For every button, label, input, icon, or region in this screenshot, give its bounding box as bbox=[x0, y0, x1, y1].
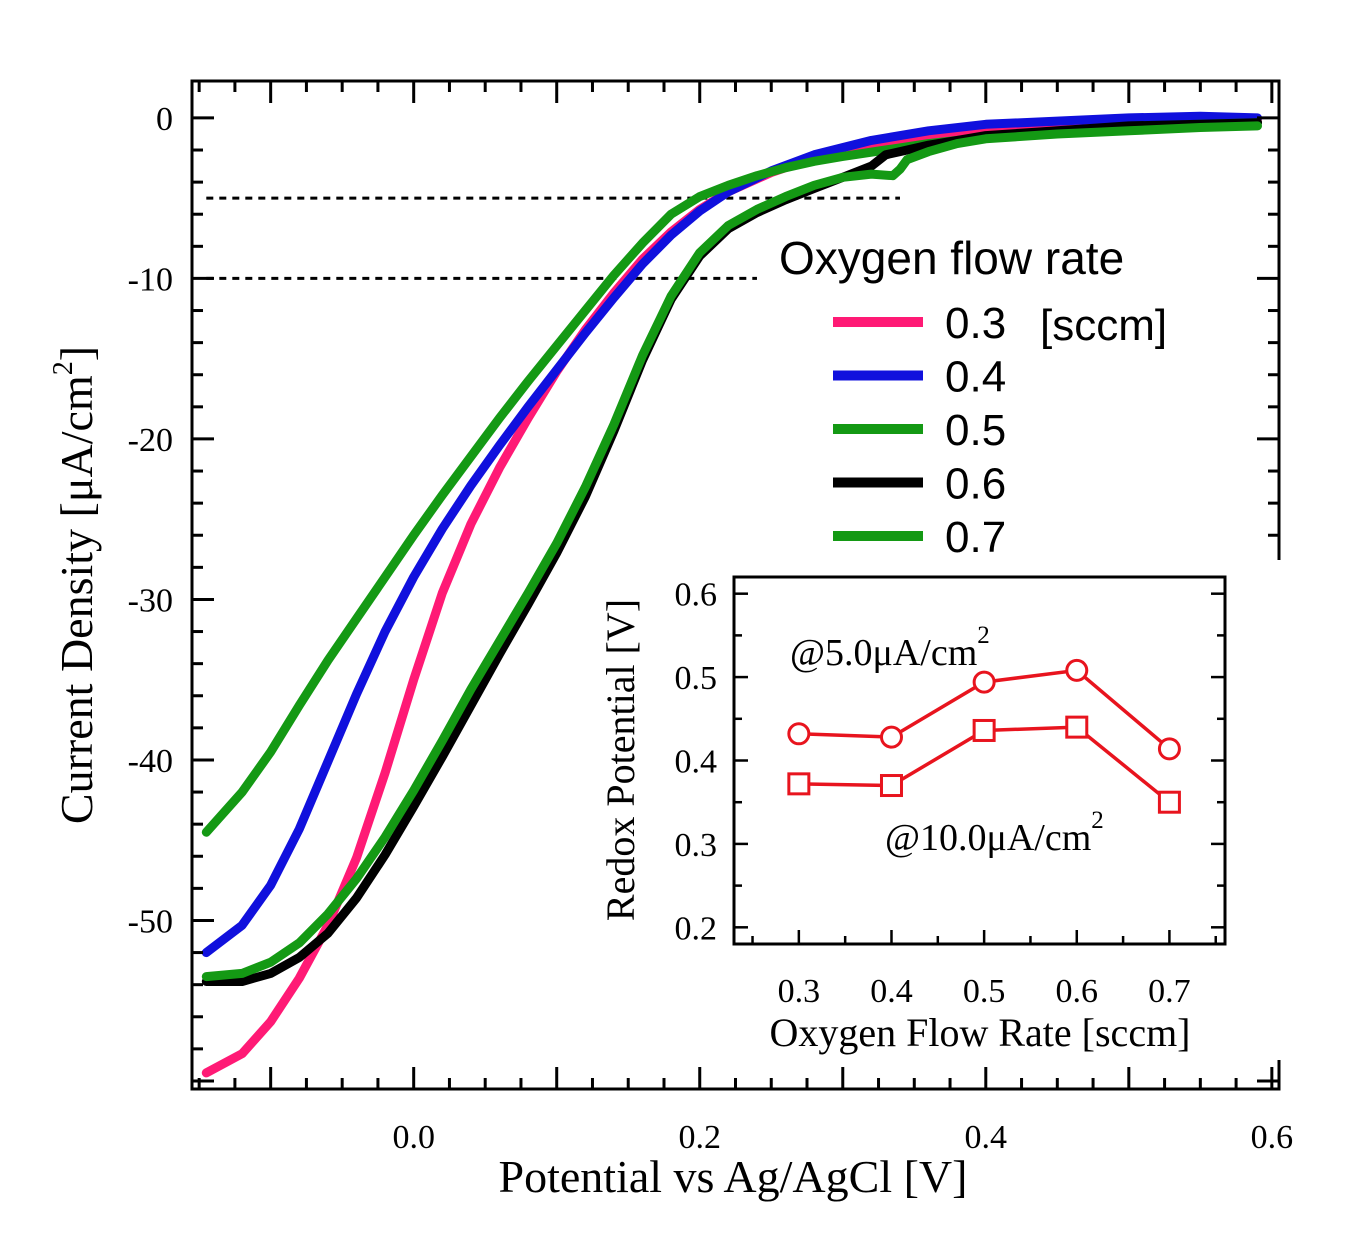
main-tick-labels: 0.0 0.2 0.4 0.6 0 -10 -20 -30 -40 -50 bbox=[128, 101, 1293, 1156]
y-tick-label: -40 bbox=[128, 743, 173, 780]
x-tick-label: 0.4 bbox=[965, 1119, 1008, 1156]
main-y-axis-label-close: ] bbox=[51, 346, 102, 361]
inset-y-axis-label-group: Redox Potential [V] bbox=[598, 599, 643, 921]
legend-title-background bbox=[770, 226, 1248, 284]
inset-annotation-10ua-superscript: 2 bbox=[1091, 807, 1104, 834]
inset-marker-square bbox=[879, 774, 903, 798]
legend: Oxygen flow rate 0.3 0.40.5 0.60.7 [sccm] bbox=[770, 226, 1248, 562]
x-tick-label: 0.0 bbox=[392, 1119, 435, 1156]
legend-unit: [sccm] bbox=[1040, 301, 1167, 350]
inset-tick-marks bbox=[734, 592, 1225, 944]
main-y-axis-label-superscript: 2 bbox=[48, 361, 79, 375]
inset-y-tick-label: 0.3 bbox=[675, 827, 718, 864]
inset-marker-square bbox=[787, 772, 811, 796]
inset-marker-square bbox=[1157, 790, 1181, 814]
inset-x-tick-label: 0.4 bbox=[870, 973, 913, 1010]
legend-label-0.5: 0.5 bbox=[945, 406, 1006, 455]
series-line-0.7 bbox=[201, 121, 1262, 982]
y-tick-label: 0 bbox=[156, 101, 173, 138]
inset-x-tick-label: 0.7 bbox=[1148, 973, 1191, 1010]
inset-marker-square bbox=[972, 718, 996, 742]
legend-label-0.4: 0.4 bbox=[945, 353, 1006, 402]
main-y-axis-label: Current Density [μA/cm2] bbox=[48, 346, 102, 824]
inset-y-tick-label: 0.5 bbox=[675, 660, 718, 697]
y-tick-label: -20 bbox=[128, 422, 173, 459]
legend-label-0.3: 0.3 bbox=[945, 299, 1006, 348]
inset-annotation-5ua: @5.0μA/cm2 bbox=[790, 622, 990, 674]
y-tick-label: -10 bbox=[128, 261, 173, 298]
main-x-axis-label: Potential vs Ag/AgCl [V] bbox=[499, 1151, 968, 1202]
inset-chart: 0.3 0.4 0.5 0.6 0.7 0.2 0.3 0.4 0.5 0.6 @5.0μA/cm… bbox=[590, 560, 1285, 1060]
inset-marker-circle bbox=[879, 725, 903, 749]
inset-y-tick-label: 0.2 bbox=[675, 910, 718, 947]
inset-y-tick-label: 0.6 bbox=[675, 577, 718, 614]
inset-x-tick-label: 0.6 bbox=[1056, 973, 1099, 1010]
inset-marker-circle bbox=[787, 722, 811, 746]
legend-title: Oxygen flow rate bbox=[779, 232, 1124, 284]
inset-y-tick-label: 0.4 bbox=[675, 744, 718, 781]
x-tick-label: 0.2 bbox=[678, 1119, 721, 1156]
inset-marker-circle bbox=[972, 670, 996, 694]
main-y-axis-label-text: Current Density [μA/cm bbox=[51, 375, 102, 824]
x-tick-label: 0.6 bbox=[1251, 1119, 1294, 1156]
main-y-axis-label-group: Current Density [μA/cm2] bbox=[48, 346, 102, 824]
legend-label-0.7: 0.7 bbox=[945, 513, 1006, 562]
main-chart: 0.0 0.2 0.4 0.6 0 -10 -20 -30 -40 -50 Potential v… bbox=[48, 79, 1293, 1202]
inset-y-axis-label: Redox Potential [V] bbox=[598, 599, 643, 921]
inset-x-axis-label: Oxygen Flow Rate [sccm] bbox=[769, 1010, 1190, 1055]
legend-label-0.6: 0.6 bbox=[945, 460, 1006, 509]
inset-marker-circle bbox=[1157, 737, 1181, 761]
inset-tick-labels: 0.3 0.4 0.5 0.6 0.7 0.2 0.3 0.4 0.5 0.6 bbox=[675, 577, 1191, 1010]
inset-marker-circle bbox=[1065, 658, 1089, 682]
inset-annotation-5ua-superscript: 2 bbox=[977, 622, 990, 649]
inset-annotation-10ua-text: @10.0μA/cm bbox=[885, 817, 1091, 859]
main-series-group bbox=[201, 111, 1262, 1078]
y-tick-label: -30 bbox=[128, 582, 173, 619]
inset-marker-square bbox=[1065, 715, 1089, 739]
inset-x-tick-label: 0.5 bbox=[963, 973, 1006, 1010]
main-tick-marks bbox=[192, 81, 1279, 1089]
series-line-0.4 bbox=[201, 111, 1262, 958]
inset-x-tick-label: 0.3 bbox=[778, 973, 821, 1010]
legend-items: 0.3 0.40.5 0.60.7 bbox=[833, 299, 1006, 562]
inset-series-group bbox=[787, 658, 1181, 814]
y-tick-label: -50 bbox=[128, 903, 173, 940]
inset-annotation-5ua-text: @5.0μA/cm bbox=[790, 632, 977, 674]
inset-annotation-10ua: @10.0μA/cm2 bbox=[885, 807, 1104, 859]
